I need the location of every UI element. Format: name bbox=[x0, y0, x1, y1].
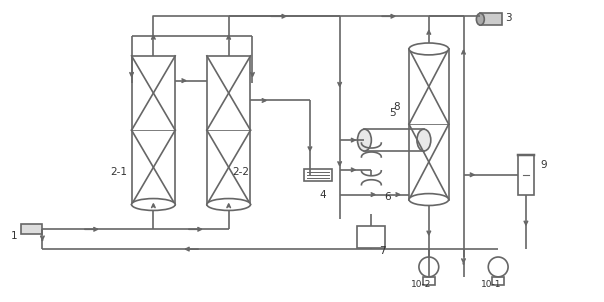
Ellipse shape bbox=[358, 129, 371, 151]
Text: 2-2: 2-2 bbox=[233, 167, 249, 177]
Ellipse shape bbox=[409, 43, 449, 55]
Text: 7: 7 bbox=[379, 246, 386, 256]
Ellipse shape bbox=[132, 198, 175, 210]
Ellipse shape bbox=[417, 129, 431, 151]
Text: 3: 3 bbox=[505, 13, 512, 23]
Text: 6: 6 bbox=[384, 191, 391, 201]
Ellipse shape bbox=[477, 13, 484, 25]
Text: 10-1: 10-1 bbox=[481, 280, 502, 289]
Polygon shape bbox=[480, 13, 502, 25]
Text: 5: 5 bbox=[389, 108, 396, 118]
Text: 4: 4 bbox=[320, 190, 326, 200]
Text: 8: 8 bbox=[393, 102, 400, 112]
Ellipse shape bbox=[207, 198, 251, 210]
Text: 2-1: 2-1 bbox=[110, 167, 127, 177]
Text: 10-2: 10-2 bbox=[411, 280, 431, 289]
Polygon shape bbox=[21, 224, 42, 234]
Text: 9: 9 bbox=[541, 160, 547, 170]
Ellipse shape bbox=[409, 194, 449, 205]
Text: 1: 1 bbox=[11, 231, 18, 241]
